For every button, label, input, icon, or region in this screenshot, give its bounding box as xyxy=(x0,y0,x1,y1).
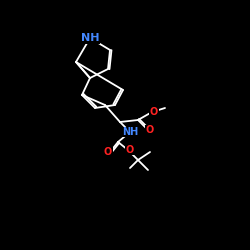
Text: O: O xyxy=(126,145,134,155)
Text: O: O xyxy=(150,107,158,117)
Text: NH: NH xyxy=(81,33,99,43)
Text: NH: NH xyxy=(122,127,138,137)
Text: O: O xyxy=(104,147,112,157)
Text: O: O xyxy=(146,125,154,135)
